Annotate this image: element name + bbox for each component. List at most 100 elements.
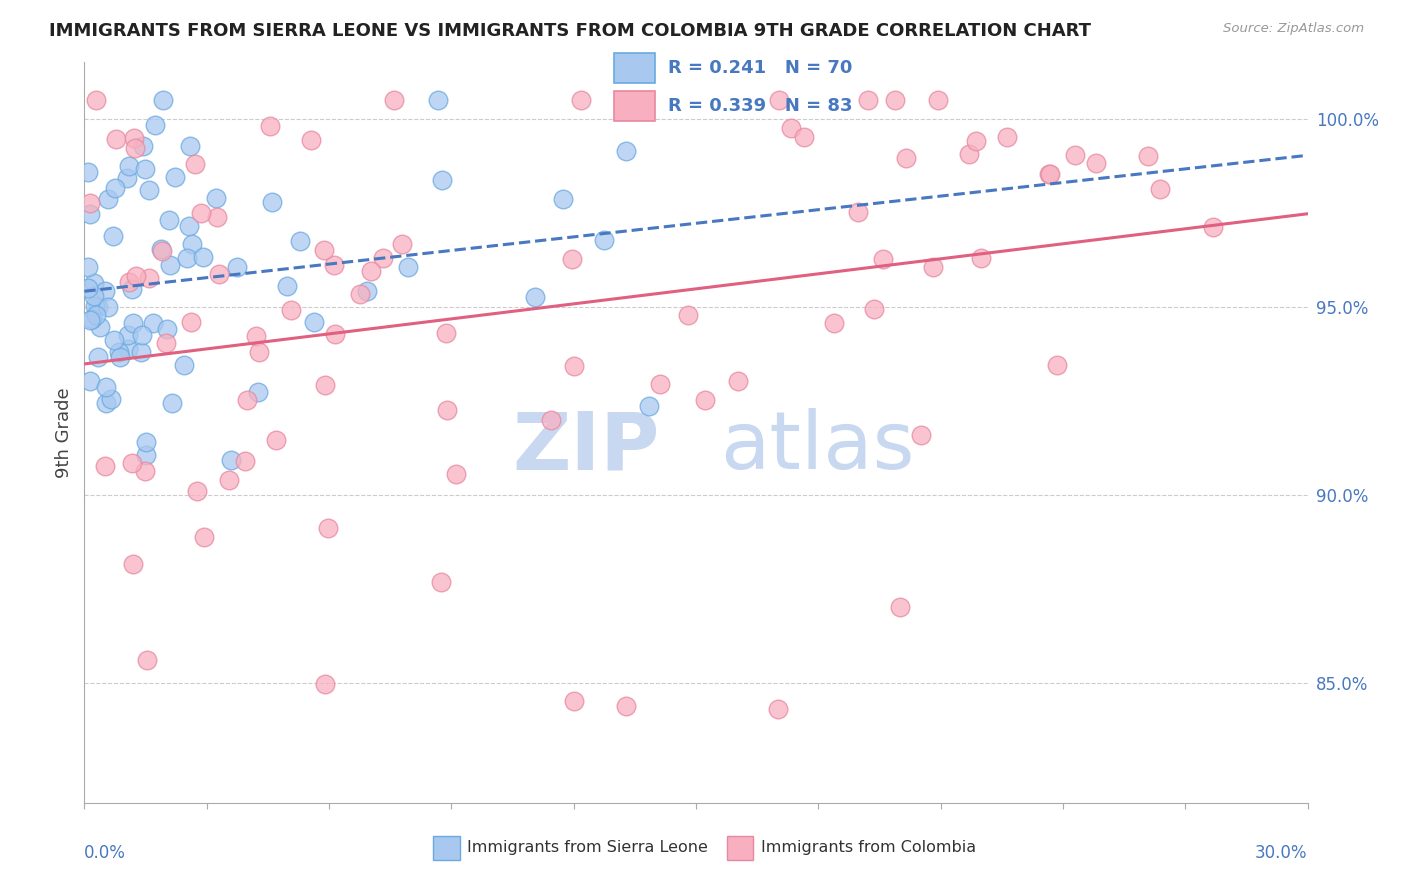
Point (96, 396, 118, 410)
Point (693, 393, 716, 408)
Point (138, 183, 160, 197)
Point (247, 385, 270, 400)
Point (894, 152, 917, 166)
Point (233, 454, 256, 468)
Point (325, 326, 347, 341)
Point (648, 377, 671, 392)
Point (218, 473, 240, 487)
Point (360, 264, 382, 278)
Text: IMMIGRANTS FROM SIERRA LEONE VS IMMIGRANTS FROM COLOMBIA 9TH GRADE CORRELATION C: IMMIGRANTS FROM SIERRA LEONE VS IMMIGRAN… (49, 22, 1091, 40)
Point (260, 194, 283, 209)
Point (103, 333, 125, 347)
Point (970, 252, 993, 266)
Point (134, 465, 156, 479)
Point (965, 135, 987, 149)
Point (427, 93, 450, 107)
Point (208, 267, 231, 281)
Point (219, 452, 242, 467)
Point (995, 130, 1018, 145)
Text: 30.0%: 30.0% (1256, 844, 1308, 862)
Point (97, 300, 120, 314)
Point (299, 133, 322, 147)
Point (176, 251, 198, 265)
FancyBboxPatch shape (433, 836, 460, 860)
Point (79, 206, 101, 220)
Point (80, 311, 103, 326)
Point (768, 93, 790, 107)
Point (135, 653, 157, 667)
Point (135, 434, 157, 449)
Point (727, 374, 749, 388)
Point (846, 205, 869, 219)
Point (236, 393, 259, 408)
Point (614, 144, 637, 158)
Point (524, 290, 547, 304)
Point (108, 350, 131, 364)
Point (156, 322, 179, 336)
Point (132, 139, 155, 153)
Point (104, 181, 127, 195)
Point (179, 139, 201, 153)
Point (180, 315, 202, 329)
Point (927, 93, 949, 107)
Point (356, 284, 378, 298)
Point (1085, 156, 1108, 170)
Point (910, 428, 932, 442)
Point (1149, 182, 1171, 196)
Point (135, 448, 157, 462)
Point (1201, 219, 1223, 234)
Point (150, 242, 173, 256)
Point (1039, 167, 1062, 181)
Point (160, 395, 183, 409)
Point (540, 413, 562, 427)
Point (322, 258, 344, 272)
Point (391, 237, 413, 252)
Point (280, 302, 302, 317)
Point (89, 320, 111, 334)
Point (259, 119, 281, 133)
Point (121, 456, 143, 470)
Point (193, 250, 215, 264)
Point (561, 252, 583, 266)
Point (125, 269, 148, 284)
Point (77, 281, 100, 295)
Point (872, 252, 894, 266)
Text: ZIP: ZIP (512, 409, 659, 486)
Point (159, 259, 181, 273)
Point (766, 702, 789, 716)
Point (314, 243, 336, 257)
Point (101, 228, 124, 243)
Point (266, 434, 288, 448)
Point (316, 521, 339, 535)
Point (105, 132, 128, 146)
Point (93, 459, 115, 474)
Point (108, 345, 131, 359)
Point (150, 244, 173, 258)
Point (247, 345, 270, 359)
Point (592, 233, 614, 247)
Point (193, 530, 215, 544)
FancyBboxPatch shape (614, 91, 655, 120)
Point (124, 141, 146, 155)
Point (314, 677, 336, 691)
Point (131, 327, 153, 342)
Point (87, 350, 110, 364)
Point (79, 374, 101, 388)
Point (398, 260, 420, 274)
FancyBboxPatch shape (727, 836, 754, 860)
Point (94, 284, 117, 298)
Point (115, 170, 138, 185)
Point (138, 270, 160, 285)
Point (290, 235, 312, 249)
Point (83, 277, 105, 291)
Point (245, 329, 267, 343)
Point (122, 316, 145, 330)
Point (382, 93, 405, 107)
Point (884, 93, 907, 107)
FancyBboxPatch shape (614, 54, 655, 83)
Point (181, 237, 204, 252)
Point (152, 93, 174, 107)
Point (177, 219, 200, 233)
Point (434, 326, 457, 340)
Point (134, 161, 156, 176)
